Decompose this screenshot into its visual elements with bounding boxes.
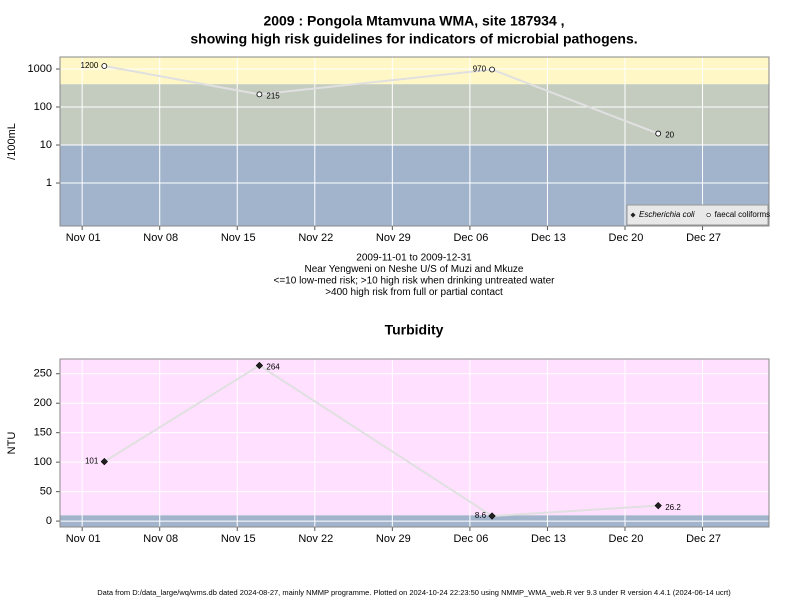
data-label: 264 [266, 363, 280, 372]
plot-frame [59, 358, 770, 528]
x-tick-label: Nov 29 [376, 232, 411, 244]
y-tick-label: 50 [40, 486, 52, 498]
y-tick-label: 200 [34, 397, 52, 409]
chart-title: showing high risk guidelines for indicat… [190, 31, 637, 47]
x-tick-label: Nov 08 [143, 533, 178, 545]
series-line [103, 364, 659, 518]
x-tick-label: Dec 13 [531, 533, 566, 545]
series-line [104, 65, 659, 135]
point [655, 130, 662, 137]
legend-marker [630, 212, 636, 218]
y-axis-label: NTU [6, 432, 18, 455]
point [488, 512, 496, 520]
legend-label: Escherichia coli [639, 210, 695, 219]
data-label: 101 [85, 457, 99, 466]
legend-box [626, 204, 769, 226]
note: >400 high risk from full or partial cont… [325, 287, 503, 298]
x-tick-label: Nov 15 [221, 232, 256, 244]
y-tick-label: 100 [34, 456, 52, 468]
x-tick-label: Nov 29 [376, 533, 411, 545]
x-tick-label: Dec 27 [686, 232, 721, 244]
risk-band [60, 84, 769, 146]
y-tick-label: 250 [34, 368, 52, 380]
y-tick-label: 0 [46, 515, 52, 527]
x-tick-label: Dec 20 [609, 232, 644, 244]
note: <=10 low-med risk; >10 high risk when dr… [274, 276, 556, 287]
legend-label: faecal coliforms [715, 210, 771, 219]
note: Near Yengweni on Neshe U/S of Muzi and M… [304, 264, 523, 275]
x-tick-label: Nov 08 [143, 232, 178, 244]
plot-frame [59, 56, 770, 227]
y-tick-label: 1000 [28, 63, 52, 75]
chart-title: Turbidity [385, 322, 444, 338]
data-label: 215 [266, 91, 280, 100]
point [100, 457, 108, 466]
chart-title: 2009 : Pongola Mtamvuna WMA, site 187934… [263, 13, 564, 29]
point [256, 91, 263, 98]
note: 2009-11-01 to 2009-12-31 [356, 253, 472, 264]
x-tick-label: Dec 06 [453, 533, 488, 545]
point [654, 502, 662, 510]
x-tick-label: Nov 01 [66, 232, 101, 244]
x-tick-label: Nov 01 [66, 533, 101, 545]
risk-band [60, 57, 769, 85]
x-tick-label: Nov 15 [221, 533, 256, 545]
point [101, 63, 108, 69]
x-tick-label: Dec 06 [453, 232, 488, 244]
x-tick-label: Nov 22 [298, 533, 333, 545]
y-tick-label: 150 [34, 427, 52, 439]
data-label: 1200 [81, 61, 99, 70]
x-tick-label: Nov 22 [298, 232, 333, 244]
point [489, 66, 495, 73]
y-tick-label: 10 [40, 139, 52, 151]
x-tick-label: Dec 20 [609, 533, 644, 545]
risk-band [60, 359, 769, 516]
footer: Data from D:/data_large/wq/wms.db dated … [97, 588, 731, 597]
data-label: 20 [665, 131, 674, 140]
point [255, 361, 264, 370]
y-tick-label: 1 [46, 177, 52, 189]
data-label: 970 [473, 65, 487, 74]
x-tick-label: Dec 27 [686, 533, 721, 545]
data-label: 26.2 [665, 503, 681, 512]
y-axis-label: /100mL [6, 123, 18, 160]
y-tick-label: 100 [34, 101, 52, 113]
x-tick-label: Dec 13 [531, 232, 566, 244]
data-label: 8.6 [475, 511, 487, 520]
legend-marker [706, 212, 711, 218]
